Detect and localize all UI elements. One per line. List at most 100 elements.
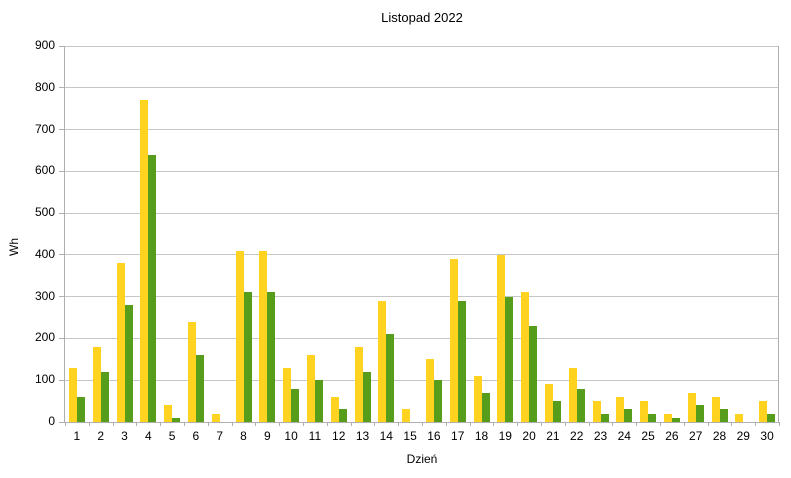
x-tick-label-day-29: 29 xyxy=(736,429,750,443)
x-tick-label-day-8: 8 xyxy=(240,429,247,443)
x-tick-25 xyxy=(660,422,661,426)
bar-green-day-2 xyxy=(101,372,109,422)
bar-yellow-day-24 xyxy=(616,397,624,422)
x-tick-label-day-13: 13 xyxy=(355,429,370,443)
x-tick-label-day-24: 24 xyxy=(617,429,631,443)
x-tick-10 xyxy=(303,422,304,426)
bar-green-day-8 xyxy=(244,292,252,422)
x-tick-30 xyxy=(779,422,780,426)
bar-green-day-25 xyxy=(648,414,656,422)
x-tick-label-day-28: 28 xyxy=(712,429,727,443)
x-tick-label-day-14: 14 xyxy=(379,429,393,443)
bar-green-day-14 xyxy=(386,334,394,422)
bar-yellow-day-11 xyxy=(307,355,315,422)
x-tick-label-day-2: 2 xyxy=(97,429,105,443)
x-tick-24 xyxy=(636,422,637,426)
bar-green-day-6 xyxy=(196,355,204,422)
x-tick-label-day-3: 3 xyxy=(121,429,128,443)
bar-green-day-24 xyxy=(624,409,632,422)
x-tick-11 xyxy=(327,422,328,426)
y-tick-500 xyxy=(59,212,65,214)
bar-yellow-day-2 xyxy=(93,347,101,422)
x-axis-title: Dzień xyxy=(406,452,438,466)
bar-yellow-day-19 xyxy=(497,255,505,422)
gridline-700 xyxy=(65,129,779,131)
gridline-200 xyxy=(65,337,779,339)
bar-yellow-day-9 xyxy=(259,251,267,422)
x-tick-label-day-6: 6 xyxy=(192,429,200,443)
bar-green-day-20 xyxy=(529,326,537,422)
plot-area: 0 100 200 300 400 500 600 700 800 900 1 2 3 4 5 6 7 8 9 10 1… xyxy=(35,38,780,443)
bar-yellow-day-30 xyxy=(759,401,767,422)
x-tick-label-day-4: 4 xyxy=(144,429,152,443)
bar-yellow-day-25 xyxy=(640,401,648,422)
y-tick-label-500: 500 xyxy=(34,205,55,220)
y-tick-label-900: 900 xyxy=(34,38,55,52)
x-tick-16 xyxy=(446,422,447,426)
y-tick-600 xyxy=(59,170,65,172)
bar-yellow-day-16 xyxy=(426,359,434,422)
x-tick-label-day-26: 26 xyxy=(665,429,679,443)
x-tick-23 xyxy=(612,422,613,426)
bar-yellow-day-3 xyxy=(117,263,125,422)
bar-yellow-day-27 xyxy=(688,393,696,422)
x-tick-label-day-16: 16 xyxy=(427,429,441,443)
x-tick-label-day-25: 25 xyxy=(641,429,655,443)
y-tick-200 xyxy=(59,337,65,339)
y-tick-label-300: 300 xyxy=(34,288,55,303)
bar-yellow-day-7 xyxy=(212,414,220,422)
x-tick-12 xyxy=(351,422,352,426)
bar-green-day-27 xyxy=(696,405,704,422)
y-tick-0 xyxy=(59,421,65,423)
bar-yellow-day-1 xyxy=(69,368,77,422)
x-tick-1 xyxy=(89,422,90,426)
x-tick-22 xyxy=(589,422,590,426)
bar-green-day-10 xyxy=(291,389,299,422)
bar-green-day-1 xyxy=(77,397,85,422)
x-tick-14 xyxy=(398,422,399,426)
x-tick-label-day-10: 10 xyxy=(284,429,298,443)
bar-green-day-5 xyxy=(172,418,180,422)
y-tick-900 xyxy=(59,45,65,47)
y-tick-300 xyxy=(59,296,65,298)
bar-yellow-day-6 xyxy=(188,322,196,422)
x-tick-label-day-5: 5 xyxy=(168,429,176,443)
y-tick-label-600: 600 xyxy=(34,163,55,178)
bar-yellow-day-26 xyxy=(664,414,672,422)
y-tick-800 xyxy=(59,87,65,89)
x-tick-label-day-30: 30 xyxy=(760,429,774,443)
x-tick-label-day-22: 22 xyxy=(570,429,584,443)
bar-yellow-day-4 xyxy=(140,100,148,422)
bar-green-day-9 xyxy=(267,292,275,422)
bar-green-day-28 xyxy=(720,409,728,422)
y-tick-700 xyxy=(59,129,65,131)
bar-green-day-4 xyxy=(148,155,156,422)
x-tick-20 xyxy=(541,422,542,426)
x-tick-19 xyxy=(517,422,518,426)
plot-right-border xyxy=(778,46,779,423)
x-tick-6 xyxy=(208,422,209,426)
y-tick-400 xyxy=(59,254,65,256)
x-tick-4 xyxy=(160,422,161,426)
bar-yellow-day-20 xyxy=(521,292,529,422)
bar-yellow-day-14 xyxy=(378,301,386,422)
bar-green-day-16 xyxy=(434,380,442,422)
x-tick-label-day-23: 23 xyxy=(593,429,608,443)
y-tick-100 xyxy=(59,379,65,381)
bar-green-day-18 xyxy=(482,393,490,422)
x-tick-0 xyxy=(65,422,66,426)
bar-yellow-day-28 xyxy=(712,397,720,422)
y-tick-label-400: 400 xyxy=(34,246,55,261)
bar-green-day-23 xyxy=(601,414,609,422)
x-tick-label-day-12: 12 xyxy=(332,429,346,443)
gridline-900 xyxy=(65,45,779,47)
x-tick-29 xyxy=(755,422,756,426)
x-tick-21 xyxy=(565,422,566,426)
bar-green-day-12 xyxy=(339,409,347,422)
bar-green-day-22 xyxy=(577,389,585,422)
x-tick-7 xyxy=(232,422,233,426)
x-tick-28 xyxy=(731,422,732,426)
gridline-800 xyxy=(65,87,779,89)
x-tick-17 xyxy=(470,422,471,426)
bar-green-day-30 xyxy=(767,414,775,422)
